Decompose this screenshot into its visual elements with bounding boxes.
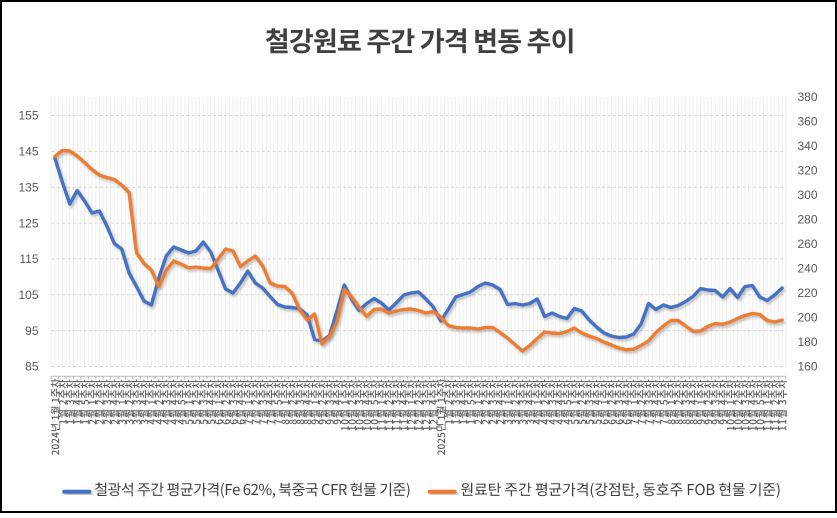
- svg-text:380: 380: [798, 90, 818, 104]
- svg-text:155: 155: [18, 109, 38, 123]
- svg-text:180: 180: [798, 335, 818, 349]
- svg-text:95: 95: [25, 324, 39, 338]
- svg-text:85: 85: [25, 360, 39, 374]
- svg-text:240: 240: [798, 262, 818, 276]
- svg-text:300: 300: [798, 188, 818, 202]
- svg-text:280: 280: [798, 213, 818, 227]
- svg-text:105: 105: [18, 288, 38, 302]
- svg-text:160: 160: [798, 360, 818, 374]
- svg-text:360: 360: [798, 115, 818, 129]
- svg-text:220: 220: [798, 286, 818, 300]
- svg-text:320: 320: [798, 164, 818, 178]
- svg-text:125: 125: [18, 216, 38, 230]
- svg-text:340: 340: [798, 139, 818, 153]
- svg-text:115: 115: [19, 252, 38, 266]
- svg-text:260: 260: [798, 237, 818, 251]
- svg-text:200: 200: [798, 311, 818, 325]
- svg-text:135: 135: [18, 180, 38, 194]
- svg-text:145: 145: [18, 145, 38, 159]
